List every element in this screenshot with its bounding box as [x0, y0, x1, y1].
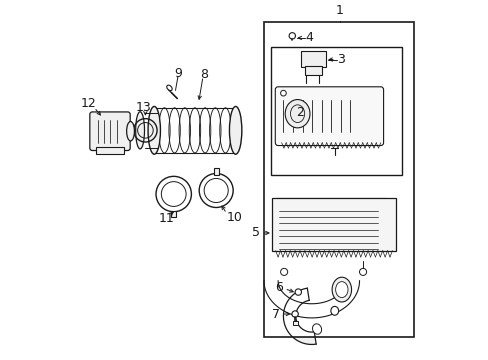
Circle shape: [359, 268, 366, 275]
Circle shape: [291, 311, 298, 317]
Ellipse shape: [312, 324, 321, 334]
Text: 6: 6: [275, 281, 283, 294]
Text: 3: 3: [337, 53, 345, 66]
Text: 11: 11: [159, 212, 174, 225]
Ellipse shape: [330, 306, 338, 315]
Bar: [271, 198, 395, 251]
FancyBboxPatch shape: [90, 112, 130, 150]
Bar: [213, 168, 218, 175]
Bar: [275, 198, 385, 208]
Ellipse shape: [335, 282, 347, 298]
Circle shape: [280, 268, 287, 275]
Ellipse shape: [135, 112, 144, 149]
Text: 9: 9: [174, 67, 182, 80]
Ellipse shape: [126, 121, 134, 141]
Ellipse shape: [229, 107, 242, 154]
FancyBboxPatch shape: [275, 87, 383, 145]
Bar: [171, 211, 176, 217]
Text: 10: 10: [226, 211, 242, 224]
Text: 13: 13: [136, 101, 151, 114]
Bar: [270, 47, 401, 175]
Text: 12: 12: [81, 97, 97, 110]
Text: 7: 7: [271, 307, 279, 320]
Text: 1: 1: [335, 4, 343, 17]
Text: 8: 8: [200, 68, 207, 81]
Text: 2: 2: [296, 106, 304, 119]
Circle shape: [294, 289, 301, 295]
Bar: [264, 22, 413, 337]
Ellipse shape: [166, 85, 172, 91]
Bar: [301, 51, 325, 67]
Bar: [304, 66, 322, 76]
Ellipse shape: [285, 99, 309, 128]
Text: 4: 4: [305, 31, 313, 44]
Polygon shape: [283, 288, 316, 345]
Text: 5: 5: [252, 226, 260, 239]
Ellipse shape: [331, 277, 351, 302]
Polygon shape: [264, 281, 359, 318]
Circle shape: [280, 90, 285, 96]
Circle shape: [288, 33, 295, 39]
Bar: [96, 147, 124, 154]
Ellipse shape: [148, 107, 160, 154]
Bar: [292, 321, 297, 325]
